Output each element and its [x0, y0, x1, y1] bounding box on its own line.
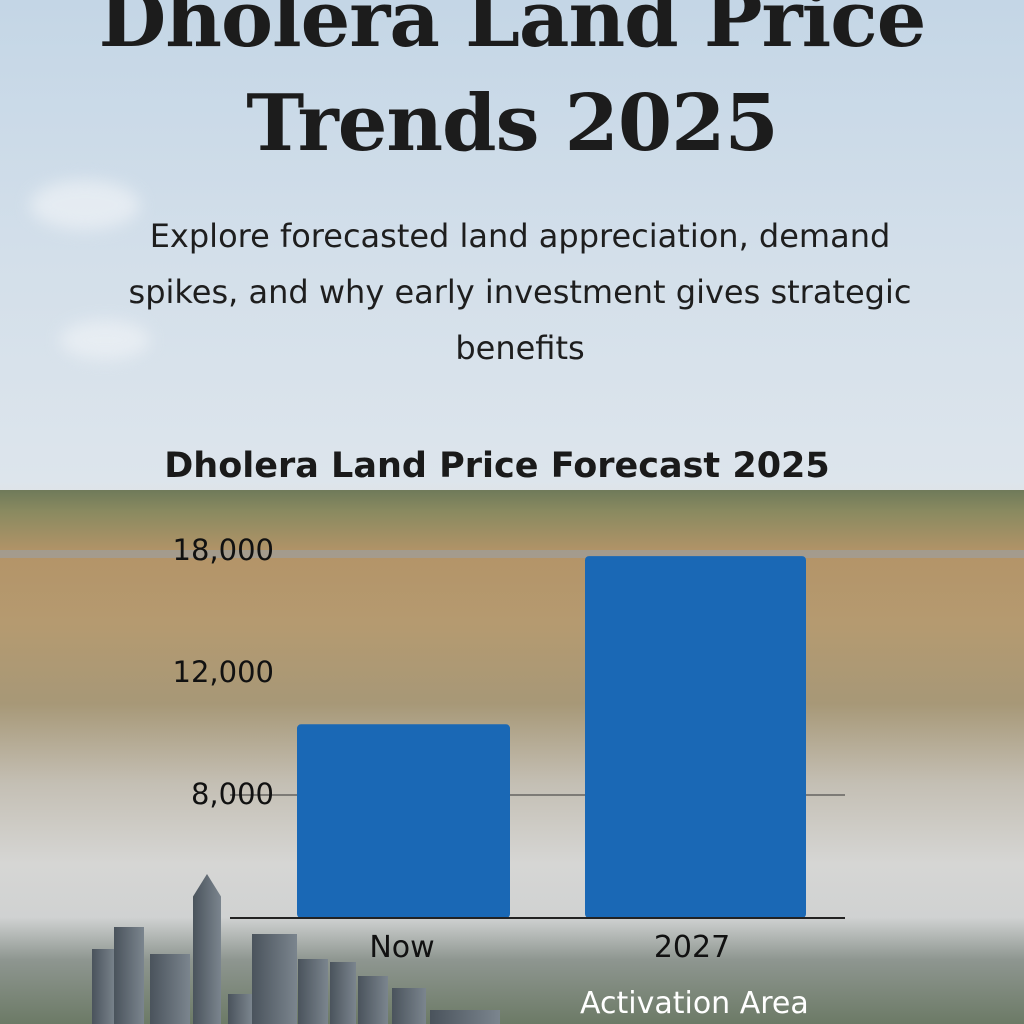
x-tick-label: 2027	[653, 930, 731, 965]
chart-title: Dholera Land Price Forecast 2025	[164, 446, 830, 486]
x-tick-label: Now	[369, 930, 435, 965]
background-land	[0, 490, 1024, 1024]
y-tick-label: 18,000	[172, 533, 274, 567]
activation-area-label: Activation Area	[580, 986, 809, 1021]
page-title: Dholera Land Price Trends 2025	[98, 0, 927, 169]
y-tick-label: 8,000	[190, 777, 274, 811]
cloud	[60, 320, 150, 360]
cloud	[30, 180, 140, 230]
bar-now	[297, 724, 510, 918]
y-tick-label: 12,000	[172, 655, 274, 689]
page-subtitle: Explore forecasted land appreciation, de…	[128, 217, 912, 367]
bar-2027	[585, 556, 806, 918]
city-skyline	[0, 854, 520, 1024]
